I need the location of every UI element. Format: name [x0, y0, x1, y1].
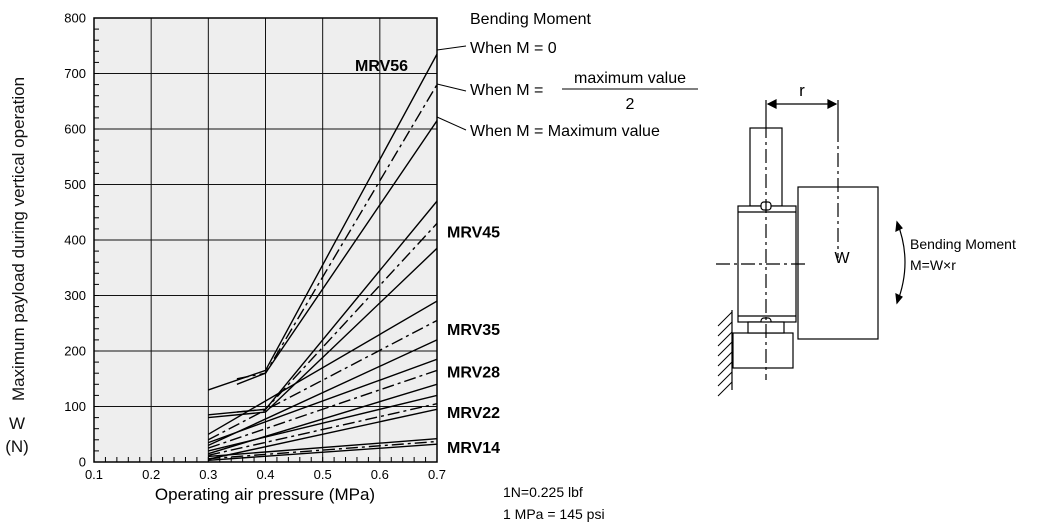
load-diagram: [716, 99, 906, 397]
series-line-mrv56: [208, 53, 437, 391]
model-label-mrv35: MRV35: [447, 322, 500, 339]
y-tick-labels: 0 100 200 300 400 500 600 700 800: [64, 11, 86, 470]
x-tick-label: 0.7: [428, 467, 446, 482]
diagram-mount: [732, 332, 794, 369]
y-tick-label: 300: [64, 288, 86, 303]
series-line-mrv22: [208, 408, 437, 460]
y-tick-label: 100: [64, 399, 86, 414]
y-tick-label: 0: [79, 455, 86, 470]
y-tick-label: 800: [64, 11, 86, 26]
y-axis-unit: (N): [5, 437, 29, 456]
series-line-mrv35: [207, 300, 437, 435]
legend-leader-mmax: [436, 116, 467, 131]
series-lines: [207, 53, 437, 461]
diagram-moment-arrow-top: [895, 220, 903, 233]
diagram-moment-formula: M=W×r: [910, 257, 956, 273]
model-label-mrv28: MRV28: [447, 365, 500, 382]
x-tick-label: 0.3: [199, 467, 217, 482]
series-line-mrv45: [208, 247, 437, 419]
diagram-r-arrow-right: [827, 99, 838, 109]
y-tick-label: 200: [64, 344, 86, 359]
x-tick-label: 0.1: [85, 467, 103, 482]
plot-area: [93, 17, 438, 463]
diagram-moment-arc: [896, 221, 906, 304]
legend-title: Bending Moment: [470, 11, 592, 28]
x-tick-label: 0.4: [256, 467, 274, 482]
model-label-mrv45: MRV45: [447, 225, 500, 242]
model-label-mrv14: MRV14: [447, 440, 500, 457]
series-line-mrv35: [208, 339, 437, 447]
series-line-mrv14: [208, 440, 437, 460]
x-axis-label: Operating air pressure (MPa): [155, 485, 375, 504]
series-line-mrv35: [207, 319, 437, 441]
legend-fraction-numerator: maximum value: [574, 70, 686, 87]
diagram-moment-title: Bending Moment: [910, 236, 1016, 252]
legend-fraction-denominator: 2: [626, 96, 635, 113]
note-newton: 1N=0.225 lbf: [503, 484, 583, 500]
series-line-mrv22: [208, 394, 437, 452]
note-mpa: 1 MPa = 145 psi: [503, 506, 605, 522]
series-line-mrv28: [208, 358, 437, 444]
y-axis-symbol: W: [8, 414, 26, 433]
diagram-wall-hatch: [717, 311, 733, 397]
x-tick-labels: 0.1 0.2 0.3 0.4 0.5 0.6 0.7: [85, 467, 446, 482]
x-tick-label: 0.5: [314, 467, 332, 482]
legend-label-m0: When M = 0: [470, 40, 557, 57]
axis-ticks: [93, 17, 438, 463]
diagram-r-label: r: [799, 81, 805, 100]
legend-leader-m0: [436, 45, 467, 51]
y-axis-label: Maximum payload during vertical operatio…: [4, 4, 34, 474]
series-line-mrv56: [236, 120, 437, 385]
diagram-w-label: W: [834, 250, 850, 267]
y-tick-label: 500: [64, 177, 86, 192]
model-label-mrv56: MRV56: [355, 58, 408, 75]
series-line-mrv14: [208, 443, 437, 461]
diagram-r-arrow-left: [766, 99, 777, 109]
legend-label-mmax: When M = Maximum value: [470, 123, 660, 140]
series-line-mrv28: [208, 369, 437, 449]
series-line-mrv14: [208, 438, 437, 458]
model-labels: MRV56 MRV45 MRV35 MRV28 MRV22 MRV14: [355, 58, 500, 457]
grid: [94, 18, 437, 462]
legend-label-mhalf: When M =: [470, 82, 543, 99]
x-tick-label: 0.6: [371, 467, 389, 482]
legend: Bending Moment When M = 0 When M = maxim…: [436, 11, 698, 140]
y-tick-label: 400: [64, 233, 86, 248]
model-label-mrv22: MRV22: [447, 405, 500, 422]
x-tick-label: 0.2: [142, 467, 160, 482]
y-tick-label: 600: [64, 122, 86, 137]
series-line-mrv22: [208, 403, 437, 456]
y-axis-label-text: Maximum payload during vertical operatio…: [9, 76, 28, 402]
y-tick-label: 700: [64, 66, 86, 81]
legend-leader-mhalf: [436, 83, 467, 92]
diagram-moment-arrow-bottom: [895, 292, 903, 305]
